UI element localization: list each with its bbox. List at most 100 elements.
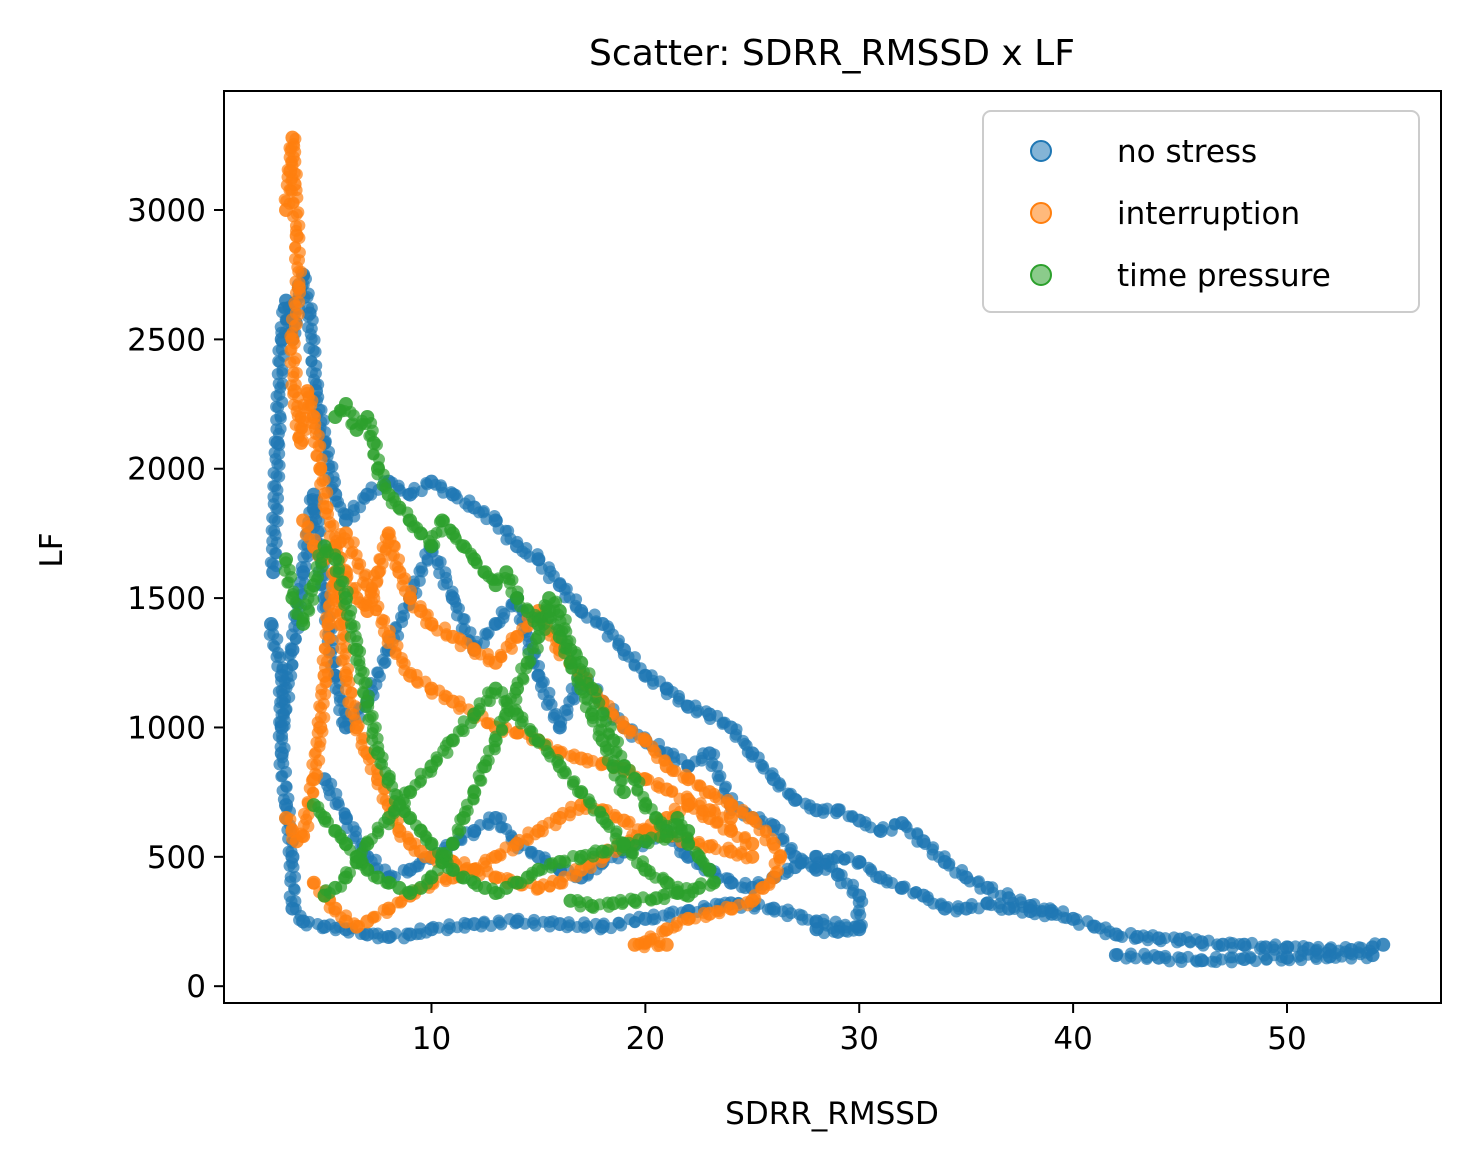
data-point (343, 866, 356, 879)
data-point (377, 468, 390, 481)
data-point (362, 713, 375, 726)
data-point (332, 566, 345, 579)
data-point (305, 333, 318, 346)
data-point (295, 560, 308, 573)
legend-box (982, 110, 1420, 313)
data-point (286, 659, 299, 672)
data-point (809, 922, 824, 937)
points-layer (263, 130, 1391, 969)
data-point (431, 558, 444, 571)
data-point (382, 528, 395, 541)
data-point (516, 715, 529, 728)
data-point (282, 576, 295, 589)
data-point (833, 803, 846, 816)
data-point (275, 770, 288, 783)
data-point (612, 735, 625, 748)
data-point (586, 715, 599, 728)
data-point (307, 593, 320, 606)
data-point (264, 556, 277, 569)
data-point (279, 704, 292, 717)
data-point (341, 609, 354, 622)
data-point (268, 524, 281, 537)
data-point (425, 838, 438, 851)
data-point (389, 927, 402, 940)
data-point (842, 851, 855, 864)
y-tick-label: 0 (186, 969, 206, 1005)
data-point (324, 520, 337, 533)
data-point (294, 286, 307, 299)
x-axis-label: SDRR_RMSSD (725, 1096, 939, 1132)
data-point (440, 846, 453, 859)
data-point (369, 910, 382, 923)
data-point (531, 642, 544, 655)
data-point (374, 757, 387, 770)
data-point (498, 607, 511, 620)
data-point (269, 480, 282, 493)
data-point (285, 343, 298, 356)
data-point (287, 861, 300, 874)
data-point (340, 674, 353, 687)
data-point (307, 877, 320, 890)
data-point (438, 514, 451, 527)
data-point (270, 423, 283, 436)
data-point (289, 132, 302, 145)
series-time-pressure (278, 397, 721, 915)
data-point (270, 650, 283, 663)
data-point (516, 672, 529, 685)
data-point (593, 696, 606, 709)
data-point (314, 439, 327, 452)
data-point (372, 666, 385, 679)
data-point (545, 698, 558, 711)
data-point (563, 893, 578, 908)
data-point (1365, 948, 1380, 963)
data-point (495, 812, 508, 825)
data-point (1044, 906, 1059, 921)
data-point (284, 642, 297, 655)
data-point (273, 447, 286, 460)
data-point (659, 937, 674, 952)
data-point (387, 804, 400, 817)
data-point (333, 619, 346, 632)
data-point (583, 667, 596, 680)
data-point (388, 540, 401, 553)
data-point (458, 613, 471, 626)
data-point (272, 377, 285, 390)
data-point (266, 511, 279, 524)
data-point (283, 691, 296, 704)
data-point (362, 700, 375, 713)
data-point (623, 815, 636, 828)
data-point (284, 356, 297, 369)
data-point (745, 849, 760, 864)
legend: no stress interruption time pressure (982, 110, 1420, 313)
data-point (669, 765, 682, 778)
data-point (703, 865, 716, 878)
legend-marker (1030, 202, 1052, 224)
data-point (565, 662, 578, 675)
data-point (467, 784, 480, 797)
data-point (310, 736, 323, 749)
data-point (349, 724, 362, 737)
data-point (370, 604, 383, 617)
data-point (318, 711, 331, 724)
data-point (302, 808, 315, 821)
x-tick-label: 50 (1267, 1021, 1306, 1057)
y-axis-label: LF (34, 532, 70, 567)
data-point (383, 903, 396, 916)
data-point (704, 879, 717, 892)
data-point (345, 686, 358, 699)
data-point (500, 696, 513, 709)
data-point (618, 838, 631, 851)
data-point (566, 691, 579, 704)
data-point (480, 754, 493, 767)
data-point (287, 196, 300, 209)
chart-title: Scatter: SDRR_RMSSD x LF (589, 33, 1075, 74)
data-point (681, 888, 696, 903)
legend-label: interruption (1117, 196, 1300, 232)
axes-frame (223, 90, 1442, 1004)
data-point (284, 813, 297, 826)
data-point (579, 692, 592, 705)
data-point (642, 773, 655, 786)
data-point (428, 539, 441, 552)
data-point (447, 864, 460, 877)
